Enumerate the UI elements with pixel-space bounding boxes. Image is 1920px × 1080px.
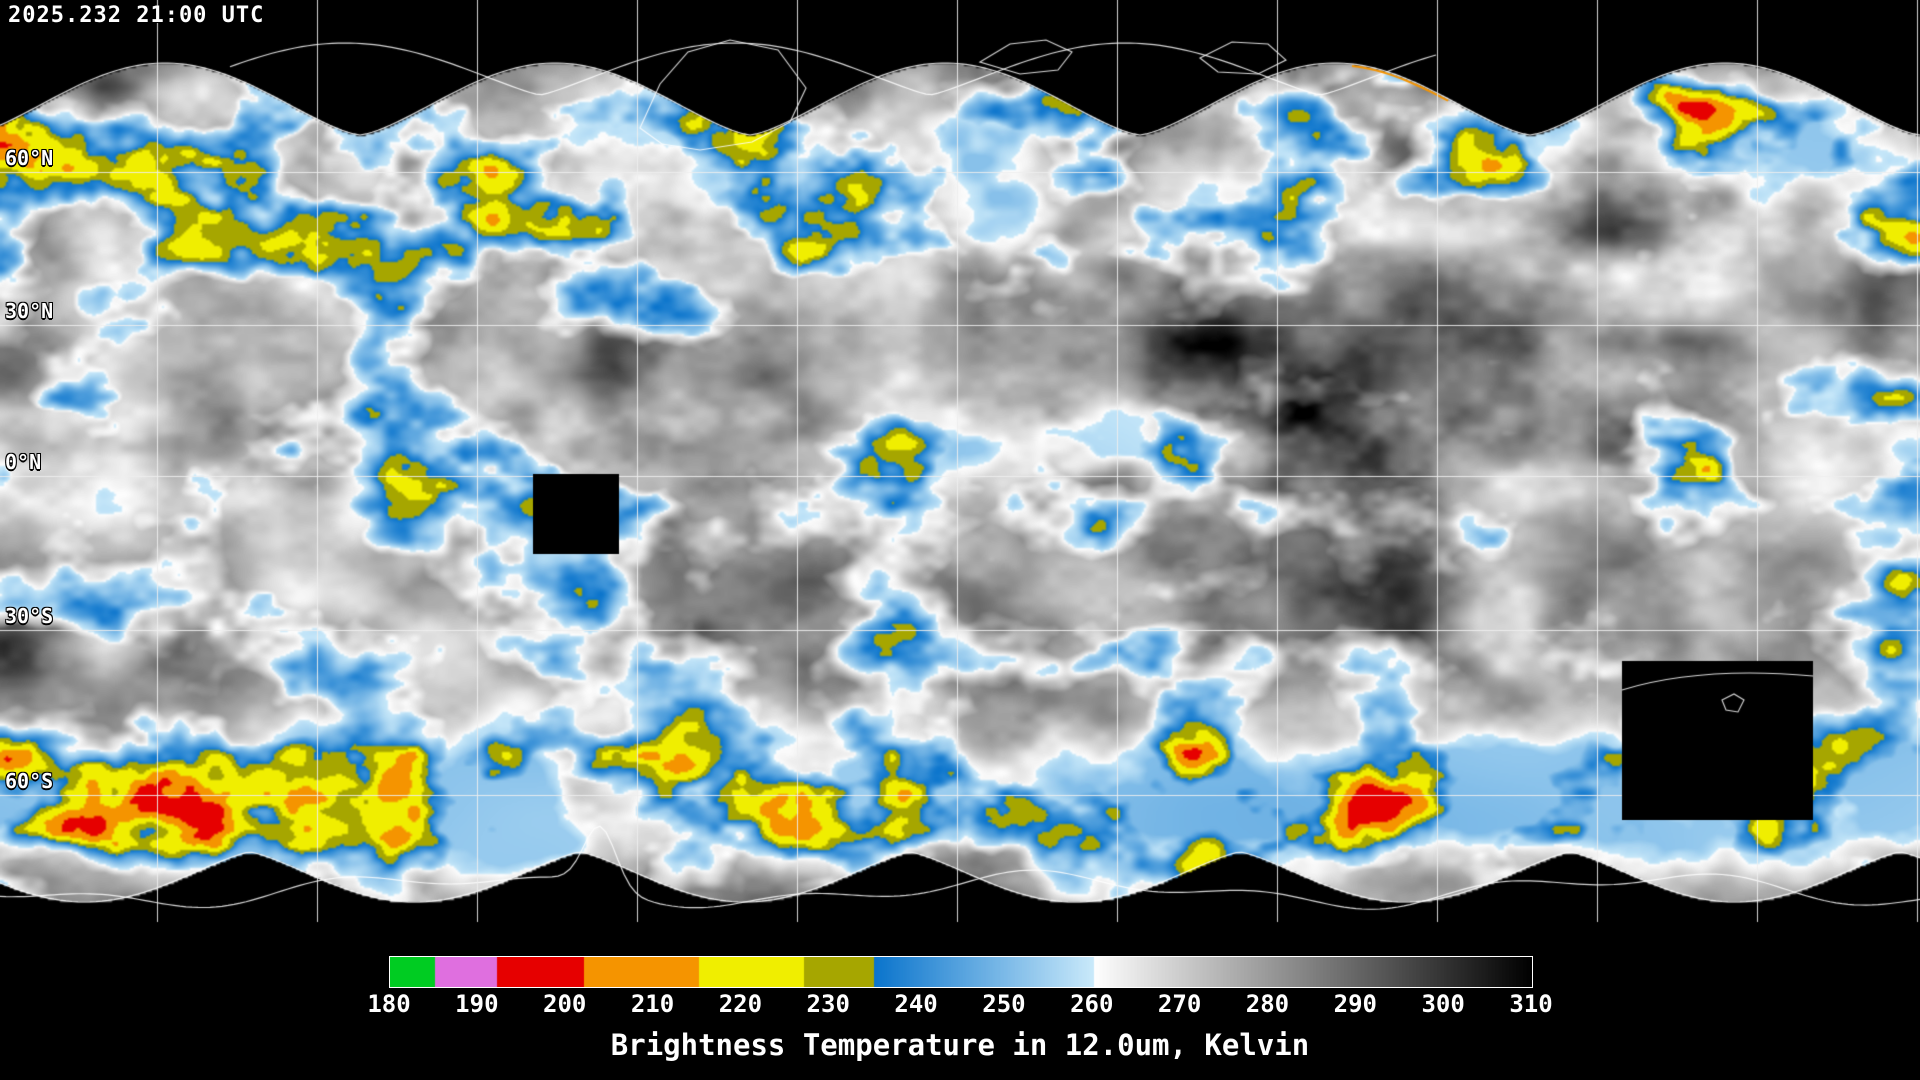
colorbar-caption: Brightness Temperature in 12.0um, Kelvin [610, 1028, 1310, 1062]
colorbar-tick-label: 250 [982, 990, 1026, 1018]
colorbar-tick-label: 180 [367, 990, 411, 1018]
colorbar-tick-label: 260 [1070, 990, 1114, 1018]
colorbar-tick-label: 310 [1509, 990, 1553, 1018]
colorbar-tick-label: 280 [1245, 990, 1290, 1018]
colorbar-tick-label: 200 [543, 990, 587, 1018]
timestamp-label: 2025.232 21:00 UTC [8, 3, 265, 28]
latitude-label: 60°S [5, 769, 54, 793]
colorbar-tick-label: 210 [630, 990, 675, 1018]
colorbar-tick-label: 230 [806, 990, 850, 1018]
colorbar-tick-label: 190 [455, 990, 499, 1018]
colorbar-tick-label: 290 [1333, 990, 1377, 1018]
latitude-label: 60°N [5, 146, 54, 170]
colorbar-tick-label: 220 [718, 990, 763, 1018]
colorbar-tick-label: 240 [894, 990, 938, 1018]
latitude-label: 0°N [5, 450, 42, 474]
colorbar-tick-label: 300 [1421, 990, 1465, 1018]
colorbar-tick-row: 180 190 200 210 220 230 240 250 260 270 280 290 300 3… [367, 990, 1552, 1020]
colorbar [389, 956, 1533, 988]
colorbar-tick-label: 270 [1157, 990, 1202, 1018]
latitude-label: 30°S [5, 604, 54, 628]
latitude-label: 30°N [5, 299, 54, 323]
